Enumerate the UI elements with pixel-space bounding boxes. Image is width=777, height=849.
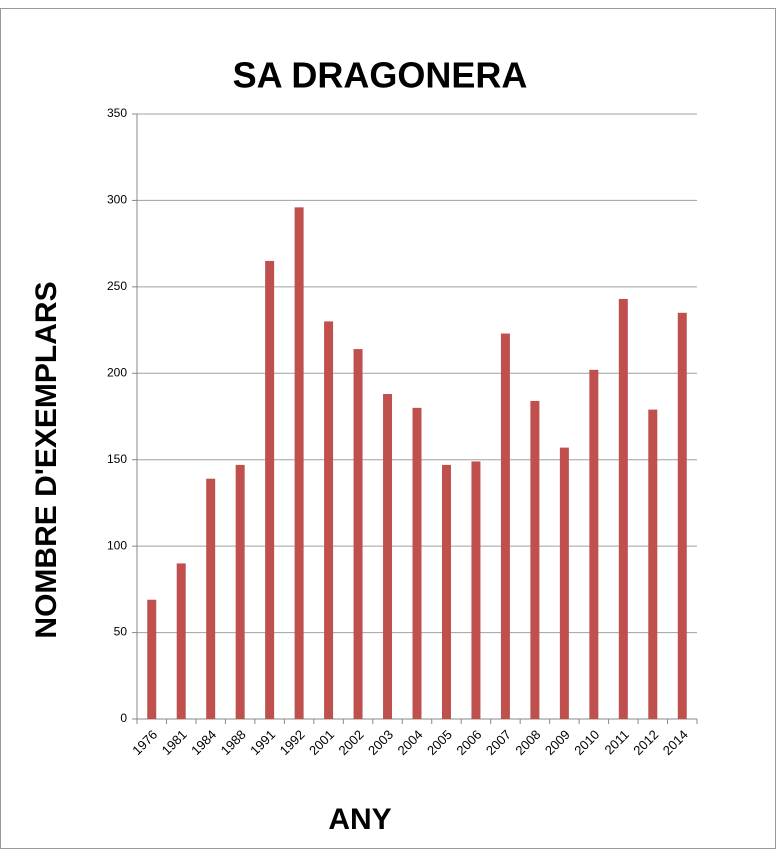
bar <box>412 407 422 719</box>
x-tick-label: 1988 <box>218 727 249 758</box>
y-tick-label: 50 <box>114 625 128 639</box>
bar <box>530 400 540 719</box>
bar <box>559 447 569 719</box>
x-tick-label: 2006 <box>453 727 484 758</box>
bar <box>618 298 628 719</box>
x-tick-label: 2014 <box>660 727 691 758</box>
bar <box>353 349 363 719</box>
x-tick-label: 1991 <box>247 727 278 758</box>
y-tick-label: 100 <box>107 538 127 552</box>
bar <box>383 394 393 719</box>
x-tick-label: 2007 <box>483 727 514 758</box>
bar <box>324 321 334 719</box>
bar <box>265 260 275 719</box>
x-tick-label: 1984 <box>188 727 219 758</box>
bar <box>206 478 216 719</box>
bar <box>677 312 687 719</box>
x-tick-label: 2010 <box>571 727 602 758</box>
bar <box>235 464 245 719</box>
bar <box>176 563 186 719</box>
y-tick-label: 250 <box>107 279 127 293</box>
x-tick-label: 2011 <box>601 727 631 757</box>
x-tick-label: 1976 <box>129 727 160 758</box>
y-tick-label: 200 <box>107 365 127 379</box>
x-tick-label: 2001 <box>306 727 337 758</box>
x-tick-label: 2012 <box>630 727 661 758</box>
bar <box>589 369 599 719</box>
x-tick-label: 2005 <box>424 727 455 758</box>
x-tick-label: 2009 <box>542 727 573 758</box>
y-tick-label: 300 <box>107 193 127 207</box>
bar <box>471 461 481 719</box>
bar <box>147 599 157 719</box>
x-tick-label: 1981 <box>159 727 190 758</box>
y-tick-label: 350 <box>107 106 127 120</box>
y-tick-label: 150 <box>107 452 127 466</box>
x-axis-label: ANY <box>328 803 391 836</box>
bar <box>294 207 304 720</box>
x-tick-label: 2003 <box>365 727 396 758</box>
y-axis-label: NOMBRE D'EXEMPLARS <box>30 281 63 638</box>
chart-title: SA DRAGONERA <box>233 55 528 96</box>
bar <box>441 464 451 719</box>
x-tick-label: 1992 <box>277 727 308 758</box>
x-tick-label: 2002 <box>336 727 367 758</box>
y-tick-label: 0 <box>120 711 127 725</box>
bar <box>648 409 658 719</box>
bar <box>500 333 510 719</box>
x-tick-label: 2008 <box>512 727 543 758</box>
x-tick-label: 2004 <box>394 727 425 758</box>
